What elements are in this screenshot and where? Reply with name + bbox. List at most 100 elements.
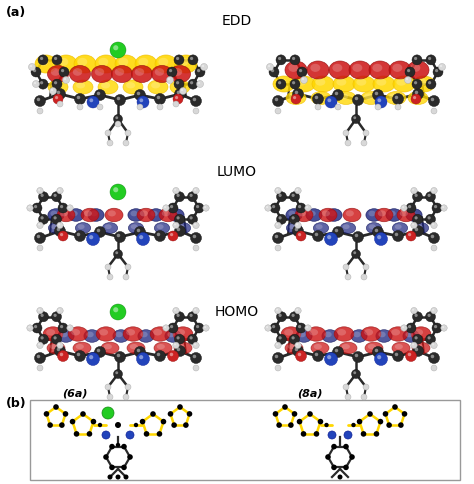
Circle shape [40,216,44,219]
Circle shape [332,227,344,238]
Circle shape [275,307,281,314]
Ellipse shape [165,330,181,342]
Ellipse shape [91,65,112,82]
Circle shape [113,249,122,258]
Circle shape [296,309,298,311]
Ellipse shape [130,211,138,216]
Circle shape [291,94,301,104]
Ellipse shape [171,211,178,216]
Circle shape [167,67,177,77]
Circle shape [35,352,46,363]
Ellipse shape [411,93,420,99]
Circle shape [94,347,106,358]
Circle shape [433,67,443,77]
Ellipse shape [170,65,191,82]
Ellipse shape [389,61,411,79]
Circle shape [375,348,378,352]
Circle shape [176,81,179,84]
Circle shape [363,384,369,390]
Ellipse shape [413,223,428,233]
Circle shape [266,326,268,328]
Ellipse shape [58,58,68,66]
Circle shape [411,94,421,104]
Circle shape [431,222,437,228]
Ellipse shape [155,68,164,76]
Ellipse shape [175,223,191,233]
Ellipse shape [315,78,325,86]
Circle shape [301,431,306,437]
Circle shape [140,419,146,424]
Circle shape [434,325,437,328]
Circle shape [412,226,423,237]
Circle shape [190,336,193,339]
Ellipse shape [273,76,295,92]
Ellipse shape [35,55,57,73]
Ellipse shape [173,327,193,341]
Circle shape [412,214,422,224]
Circle shape [40,314,44,317]
Circle shape [54,81,57,84]
Circle shape [102,407,114,419]
Circle shape [441,205,447,211]
Ellipse shape [391,329,400,335]
Circle shape [168,231,178,241]
Circle shape [109,465,115,470]
Ellipse shape [343,208,361,222]
Circle shape [196,205,199,208]
Circle shape [392,350,403,362]
Circle shape [194,224,196,226]
Circle shape [265,205,271,211]
Circle shape [374,232,388,245]
Circle shape [301,76,308,84]
Circle shape [275,235,278,238]
Ellipse shape [173,68,182,76]
Circle shape [54,194,57,197]
Circle shape [276,189,278,191]
Circle shape [54,57,57,60]
Ellipse shape [140,332,148,337]
Circle shape [406,323,416,333]
Circle shape [52,334,62,344]
Circle shape [117,234,120,237]
Circle shape [67,325,73,331]
Circle shape [113,115,122,123]
Circle shape [57,307,63,314]
Text: (b): (b) [6,397,27,410]
Circle shape [428,95,439,106]
Ellipse shape [416,224,423,229]
Circle shape [432,189,434,191]
Ellipse shape [411,327,431,341]
Circle shape [331,444,337,450]
Circle shape [38,224,40,226]
Ellipse shape [299,332,306,337]
Circle shape [343,264,349,270]
Circle shape [415,348,418,351]
Ellipse shape [74,55,96,73]
Circle shape [295,350,307,362]
Circle shape [173,94,183,104]
Circle shape [412,224,414,226]
Ellipse shape [334,327,354,341]
Circle shape [404,76,411,84]
Text: (6a): (6a) [62,388,88,398]
Ellipse shape [115,68,124,76]
Ellipse shape [307,61,329,79]
Ellipse shape [339,93,348,99]
Ellipse shape [351,330,367,342]
Circle shape [176,314,180,317]
Ellipse shape [286,209,302,221]
Circle shape [190,314,193,317]
Ellipse shape [322,211,330,216]
Circle shape [173,187,179,194]
Circle shape [117,354,120,357]
Circle shape [375,96,387,108]
Circle shape [108,474,112,480]
Circle shape [428,194,431,197]
Ellipse shape [71,329,80,335]
Circle shape [290,214,300,224]
Circle shape [77,104,83,110]
Circle shape [137,91,140,95]
Circle shape [344,431,352,439]
Ellipse shape [51,68,60,76]
Circle shape [105,264,111,270]
